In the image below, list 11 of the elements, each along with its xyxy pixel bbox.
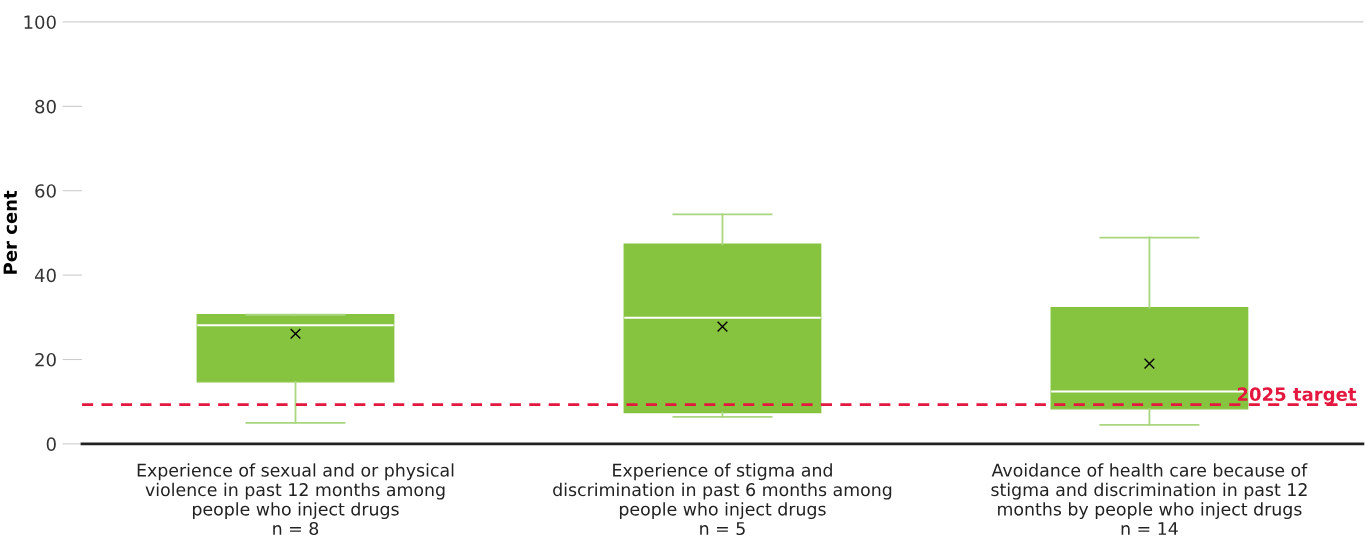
y-tick-label: 80 — [35, 99, 56, 114]
y-tick-label: 100 — [24, 15, 56, 30]
y-tick-label: 60 — [35, 184, 56, 198]
y-tick-label: 0 — [46, 437, 56, 451]
x-tick-label: Avoidance of health care because of stigma and discrimination in past 12 months by people who inject drugs n = 14 — [991, 463, 1308, 535]
y-tick-label: 20 — [35, 352, 56, 367]
x-tick-label: Experience of stigma and discrimination in past 6 months among people who inject drugs n = 5 — [553, 463, 892, 536]
y-axis-title: Per cent — [3, 190, 18, 274]
x-tick-label: Experience of sexual and or physical violence in past 12 months among people who inject drugs n = 8 — [137, 463, 454, 536]
ref-line-label: 2025 target — [1237, 387, 1357, 405]
y-tick-label: 40 — [34, 268, 56, 283]
